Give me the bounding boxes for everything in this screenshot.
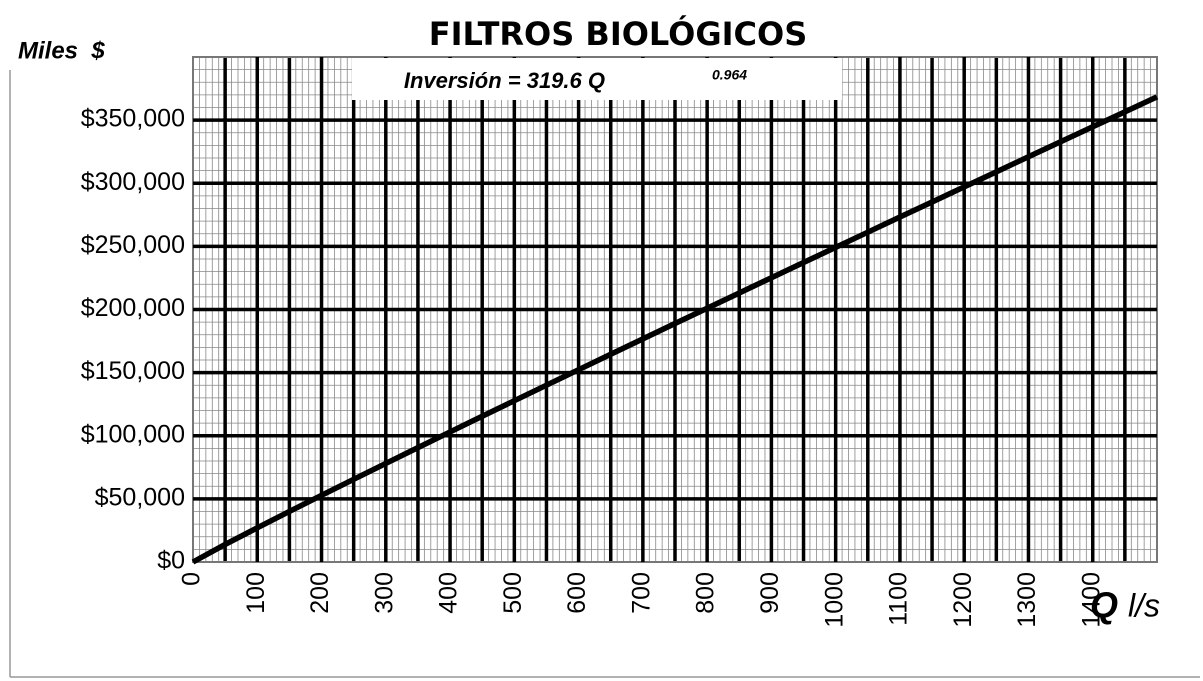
x-tick-label: 200 — [306, 572, 334, 614]
annotation-exponent: 0.964 — [712, 67, 747, 83]
x-tick-label: 500 — [499, 572, 527, 614]
x-axis-unit: l/s — [1128, 587, 1160, 623]
annotation: Inversión = 319.6 Q — [404, 68, 605, 93]
x-tick-label: 300 — [370, 572, 398, 614]
x-tick-label: 1300 — [1013, 572, 1041, 628]
x-tick-label: 800 — [692, 572, 720, 614]
x-tick-label: 600 — [563, 572, 591, 614]
y-tick-label: $350,000 — [81, 105, 185, 133]
x-tick-label: 400 — [435, 572, 463, 614]
y-tick-label: $100,000 — [81, 420, 185, 448]
y-tick-label: $200,000 — [81, 294, 185, 322]
data-line — [191, 94, 1159, 565]
chart-title: FILTROS BIOLÓGICOS — [429, 14, 808, 53]
x-tick-label: 1400 — [1077, 572, 1105, 628]
y-tick-label: $150,000 — [81, 357, 185, 385]
y-axis-label: Miles $ — [18, 37, 105, 64]
x-tick-label: 700 — [627, 572, 655, 614]
annotation-box — [352, 58, 842, 100]
x-axis-label: Q — [1090, 585, 1118, 626]
x-tick-label: 100 — [242, 572, 270, 614]
grid — [192, 56, 1158, 563]
x-tick-label: 1100 — [885, 572, 913, 626]
x-tick-label: 900 — [756, 572, 784, 614]
x-tick-label: 0 — [178, 572, 206, 586]
y-tick-label: $300,000 — [81, 168, 185, 196]
y-tick-label: $50,000 — [95, 483, 185, 511]
x-tick-label: 1200 — [949, 572, 977, 628]
y-tick-label: $0 — [157, 547, 185, 575]
y-tick-label: $250,000 — [81, 231, 185, 259]
x-tick-label: 1000 — [820, 572, 848, 628]
